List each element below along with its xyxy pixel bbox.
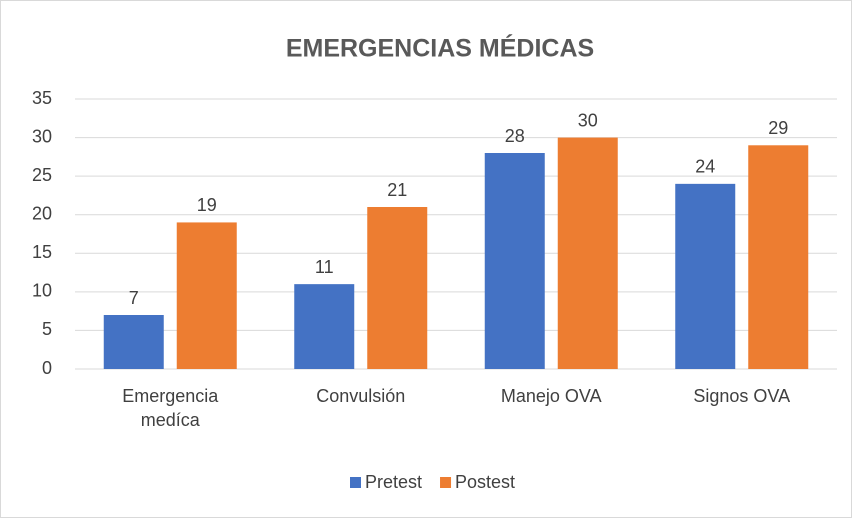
value-label: 28 <box>505 126 525 146</box>
legend-label: Pretest <box>365 472 422 492</box>
legend-swatch <box>440 477 452 488</box>
value-label: 29 <box>768 118 788 138</box>
x-tick-label: Manejo OVA <box>500 386 602 406</box>
y-tick-label: 20 <box>32 203 52 223</box>
bar <box>748 145 809 369</box>
legend-label: Postest <box>455 472 515 492</box>
value-label: 21 <box>387 180 407 200</box>
x-tick-label-box: Signos OVA <box>693 386 791 406</box>
y-tick-label: 30 <box>32 126 52 146</box>
y-tick-label: 35 <box>32 88 52 108</box>
x-tick-label-box: Convulsión <box>316 386 406 406</box>
y-tick-label: 0 <box>42 358 52 378</box>
bar <box>675 183 736 369</box>
value-label: 24 <box>695 157 715 177</box>
bar <box>176 222 237 369</box>
y-tick-label: 15 <box>32 242 52 262</box>
x-tick-label: Convulsión <box>316 386 406 406</box>
legend-swatch <box>350 477 361 488</box>
y-tick-label: 10 <box>32 281 52 301</box>
bar <box>103 315 164 369</box>
value-label: 19 <box>197 195 217 215</box>
value-label: 30 <box>578 110 598 130</box>
bar <box>367 207 428 369</box>
value-label: 7 <box>129 288 139 308</box>
y-tick-label: 25 <box>32 165 52 185</box>
value-label: 11 <box>315 257 334 277</box>
y-tick-label: 5 <box>42 319 52 339</box>
bar <box>557 137 618 369</box>
x-tick-label: Signos OVA <box>693 386 791 406</box>
x-tick-label: Emergencia medíca <box>122 386 219 430</box>
bar <box>294 284 355 369</box>
x-tick-label-box: Manejo OVA <box>500 386 602 406</box>
chart-title: EMERGENCIAS MÉDICAS <box>286 34 594 63</box>
bar <box>484 153 545 369</box>
x-tick-label-box: Emergencia medíca <box>122 386 219 430</box>
